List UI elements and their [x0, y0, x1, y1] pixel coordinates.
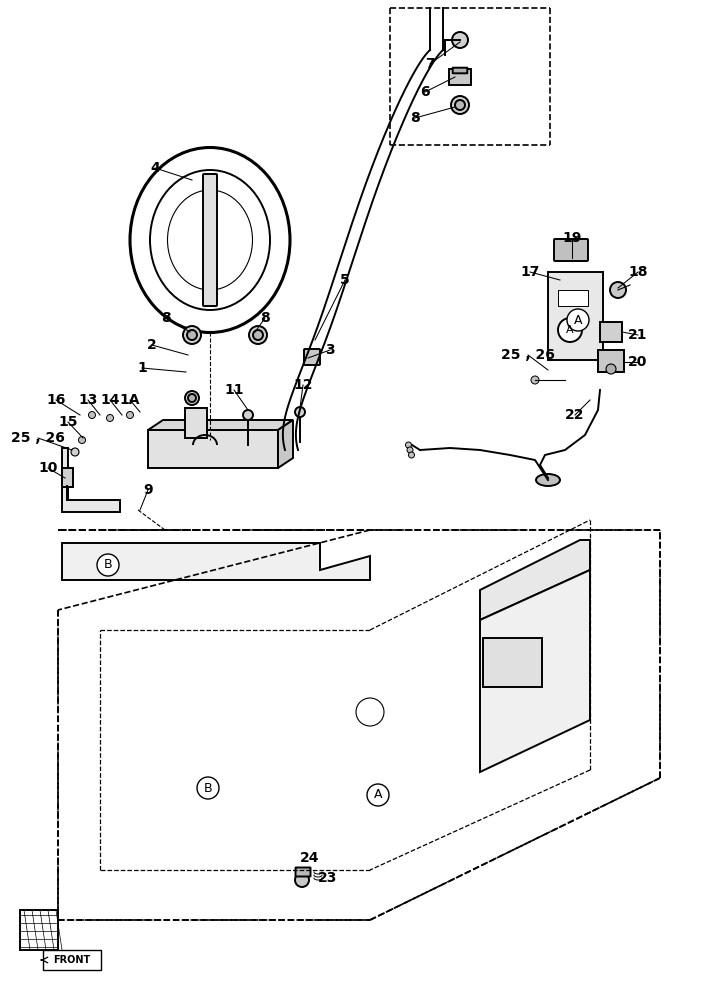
- Text: B: B: [104, 558, 112, 572]
- Circle shape: [367, 784, 389, 806]
- Polygon shape: [62, 543, 370, 580]
- Text: A: A: [566, 325, 574, 335]
- Text: 12: 12: [293, 378, 312, 392]
- Text: 16: 16: [46, 393, 66, 407]
- FancyBboxPatch shape: [453, 68, 467, 73]
- Text: 14: 14: [100, 393, 120, 407]
- Text: 8: 8: [260, 311, 270, 325]
- Text: 10: 10: [38, 461, 58, 475]
- Text: 13: 13: [78, 393, 98, 407]
- Circle shape: [451, 96, 469, 114]
- Circle shape: [295, 873, 309, 887]
- Text: 25 , 26: 25 , 26: [11, 431, 65, 445]
- Text: 11: 11: [224, 383, 244, 397]
- FancyBboxPatch shape: [554, 239, 588, 261]
- Text: 9: 9: [143, 483, 153, 497]
- Text: 15: 15: [58, 415, 78, 429]
- Text: 19: 19: [562, 231, 582, 245]
- Circle shape: [408, 452, 415, 458]
- FancyBboxPatch shape: [295, 867, 310, 876]
- FancyBboxPatch shape: [203, 174, 217, 306]
- Circle shape: [452, 32, 468, 48]
- Circle shape: [188, 394, 196, 402]
- Circle shape: [295, 407, 305, 417]
- Circle shape: [610, 282, 626, 298]
- Polygon shape: [62, 448, 120, 512]
- Text: 7: 7: [426, 57, 435, 71]
- Circle shape: [107, 414, 114, 422]
- FancyBboxPatch shape: [61, 468, 73, 487]
- Polygon shape: [480, 570, 590, 772]
- FancyBboxPatch shape: [185, 408, 207, 438]
- Circle shape: [455, 100, 465, 110]
- Circle shape: [531, 376, 539, 384]
- Text: 2: 2: [147, 338, 157, 352]
- Text: 25 , 26: 25 , 26: [501, 348, 555, 362]
- Text: B: B: [204, 782, 212, 794]
- FancyBboxPatch shape: [548, 272, 603, 360]
- Circle shape: [249, 326, 267, 344]
- Circle shape: [71, 448, 79, 456]
- Text: A: A: [374, 788, 382, 802]
- Polygon shape: [480, 540, 590, 620]
- Text: 4: 4: [150, 161, 160, 175]
- FancyBboxPatch shape: [449, 69, 471, 85]
- FancyBboxPatch shape: [43, 950, 101, 970]
- Text: 3: 3: [325, 343, 335, 357]
- Polygon shape: [148, 420, 293, 430]
- Text: 23: 23: [318, 871, 338, 885]
- Text: FRONT: FRONT: [53, 955, 91, 965]
- Text: 6: 6: [420, 85, 430, 99]
- Text: 21: 21: [629, 328, 648, 342]
- Circle shape: [127, 412, 133, 418]
- FancyBboxPatch shape: [148, 430, 278, 468]
- Text: 8: 8: [410, 111, 420, 125]
- Text: 18: 18: [629, 265, 648, 279]
- Circle shape: [89, 412, 96, 418]
- Circle shape: [183, 326, 201, 344]
- Text: 17: 17: [521, 265, 540, 279]
- Circle shape: [185, 391, 199, 405]
- Circle shape: [253, 330, 263, 340]
- Ellipse shape: [536, 474, 560, 486]
- Text: 5: 5: [340, 273, 350, 287]
- Circle shape: [197, 777, 219, 799]
- Circle shape: [407, 447, 413, 453]
- Circle shape: [187, 330, 197, 340]
- FancyBboxPatch shape: [600, 322, 622, 342]
- Text: 24: 24: [300, 851, 320, 865]
- Polygon shape: [278, 420, 293, 468]
- Circle shape: [558, 318, 582, 342]
- Circle shape: [243, 410, 253, 420]
- Circle shape: [405, 442, 412, 448]
- FancyBboxPatch shape: [598, 350, 624, 372]
- FancyBboxPatch shape: [483, 638, 542, 687]
- Circle shape: [97, 554, 119, 576]
- Text: 20: 20: [629, 355, 648, 369]
- Circle shape: [567, 309, 589, 331]
- Text: 1A: 1A: [120, 393, 140, 407]
- Text: 1: 1: [137, 361, 147, 375]
- Text: A: A: [574, 314, 582, 326]
- Text: 8: 8: [161, 311, 171, 325]
- Text: 22: 22: [565, 408, 585, 422]
- FancyBboxPatch shape: [304, 349, 320, 365]
- FancyBboxPatch shape: [558, 290, 588, 306]
- Circle shape: [78, 436, 86, 444]
- Circle shape: [606, 364, 616, 374]
- Polygon shape: [20, 910, 58, 950]
